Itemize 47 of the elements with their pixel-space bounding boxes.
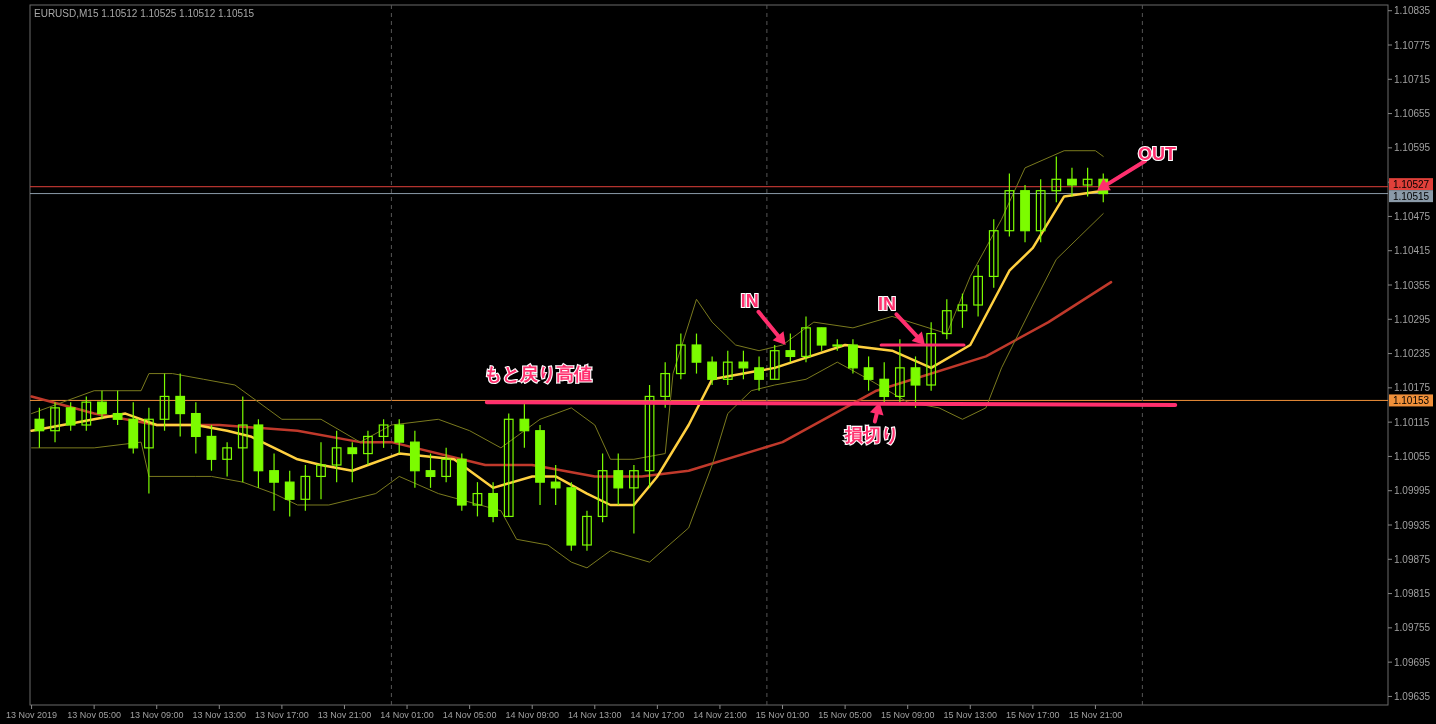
x-tick-label: 13 Nov 09:00 [129, 710, 184, 720]
y-tick-label: 1.10775 [1394, 39, 1431, 51]
price-tag: 1.10515 [1389, 190, 1433, 203]
annotation: もと戻り高値 [484, 364, 593, 385]
y-tick-label: 1.10355 [1394, 279, 1431, 291]
x-tick-label: 13 Nov 17:00 [255, 710, 309, 720]
x-tick-label: 13 Nov 13:00 [192, 710, 247, 720]
x-tick-label: 14 Nov 01:00 [380, 710, 434, 720]
x-tick-label: 15 Nov 17:00 [1006, 710, 1060, 720]
y-tick-label: 1.10235 [1394, 348, 1431, 360]
annotation: 損切り [843, 425, 899, 446]
y-tick-label: 1.09995 [1394, 485, 1431, 497]
price-tag: 1.10527 [1389, 178, 1433, 191]
y-tick-label: 1.10595 [1394, 142, 1431, 154]
y-tick-label: 1.10655 [1394, 108, 1431, 120]
y-tick-label: 1.10295 [1394, 313, 1431, 325]
y-tick-label: 1.10115 [1394, 416, 1430, 428]
y-tick-label: 1.10715 [1394, 73, 1431, 85]
x-tick-label: 15 Nov 13:00 [943, 710, 998, 720]
y-tick-label: 1.09815 [1394, 588, 1431, 600]
y-tick-label: 1.09635 [1394, 690, 1431, 702]
annotation: IN [740, 291, 759, 311]
y-tick-label: 1.09755 [1394, 622, 1431, 634]
chart-title: EURUSD,M15 1.10512 1.10525 1.10512 1.10515 [34, 8, 255, 19]
x-tick-label: 15 Nov 05:00 [818, 710, 872, 720]
x-tick-label: 15 Nov 09:00 [880, 710, 935, 720]
x-tick-label: 13 Nov 2019 [6, 710, 58, 720]
y-tick-label: 1.10175 [1394, 382, 1431, 394]
y-tick-label: 1.09935 [1394, 519, 1431, 531]
y-tick-label: 1.10415 [1394, 245, 1431, 257]
y-tick-label: 1.10475 [1394, 210, 1431, 222]
x-tick-label: 14 Nov 09:00 [505, 710, 559, 720]
y-tick-label: 1.09695 [1394, 656, 1431, 668]
y-tick-label: 1.10055 [1394, 450, 1431, 462]
y-tick-label: 1.09875 [1394, 553, 1431, 565]
x-tick-label: 14 Nov 13:00 [568, 710, 622, 720]
annotation: OUT [1138, 143, 1176, 164]
x-tick-label: 15 Nov 21:00 [1068, 710, 1123, 720]
x-tick-label: 13 Nov 21:00 [317, 710, 372, 720]
y-tick-label: 1.10835 [1394, 5, 1431, 17]
price-tag: 1.10153 [1389, 394, 1433, 407]
x-tick-label: 14 Nov 21:00 [693, 710, 747, 720]
x-tick-label: 15 Nov 01:00 [755, 710, 810, 720]
x-tick-label: 14 Nov 17:00 [630, 710, 685, 720]
x-tick-label: 14 Nov 05:00 [442, 710, 497, 720]
annotation: IN [877, 294, 896, 314]
x-tick-label: 13 Nov 05:00 [67, 710, 121, 720]
